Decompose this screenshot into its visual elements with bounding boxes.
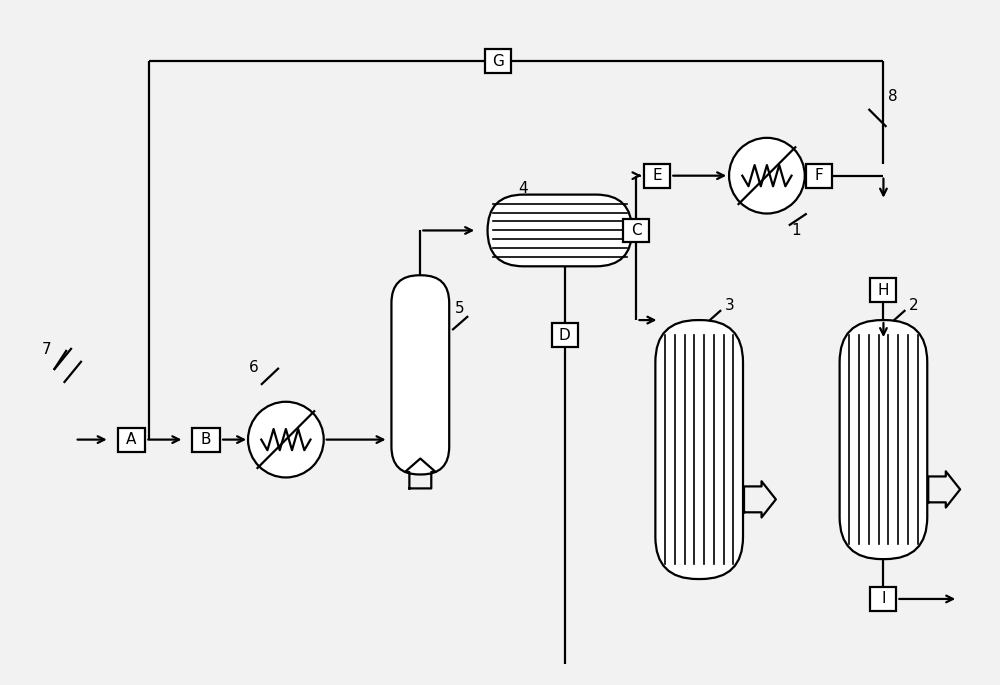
Text: 4: 4: [518, 181, 528, 196]
Text: E: E: [653, 169, 662, 183]
FancyBboxPatch shape: [840, 320, 927, 559]
Bar: [118, 427, 145, 451]
Text: 5: 5: [455, 301, 465, 316]
Bar: [870, 587, 896, 611]
Text: I: I: [881, 591, 886, 606]
FancyBboxPatch shape: [391, 275, 449, 475]
Text: A: A: [126, 432, 137, 447]
FancyBboxPatch shape: [655, 320, 743, 579]
Text: 1: 1: [792, 223, 801, 238]
Text: C: C: [631, 223, 642, 238]
Text: 6: 6: [249, 360, 259, 375]
Circle shape: [248, 402, 324, 477]
Text: F: F: [814, 169, 823, 183]
Text: D: D: [559, 327, 571, 342]
Bar: [644, 164, 670, 188]
Bar: [552, 323, 578, 347]
Bar: [806, 164, 832, 188]
FancyBboxPatch shape: [488, 195, 632, 266]
Bar: [192, 427, 220, 451]
Text: 8: 8: [888, 88, 898, 103]
Text: H: H: [878, 283, 889, 298]
Text: 7: 7: [42, 342, 51, 358]
Bar: [623, 219, 649, 242]
Text: 2: 2: [909, 298, 919, 312]
Text: B: B: [201, 432, 211, 447]
Bar: [870, 278, 896, 302]
Circle shape: [729, 138, 805, 214]
Bar: [485, 49, 511, 73]
Text: 3: 3: [725, 298, 735, 312]
Text: G: G: [492, 53, 504, 68]
